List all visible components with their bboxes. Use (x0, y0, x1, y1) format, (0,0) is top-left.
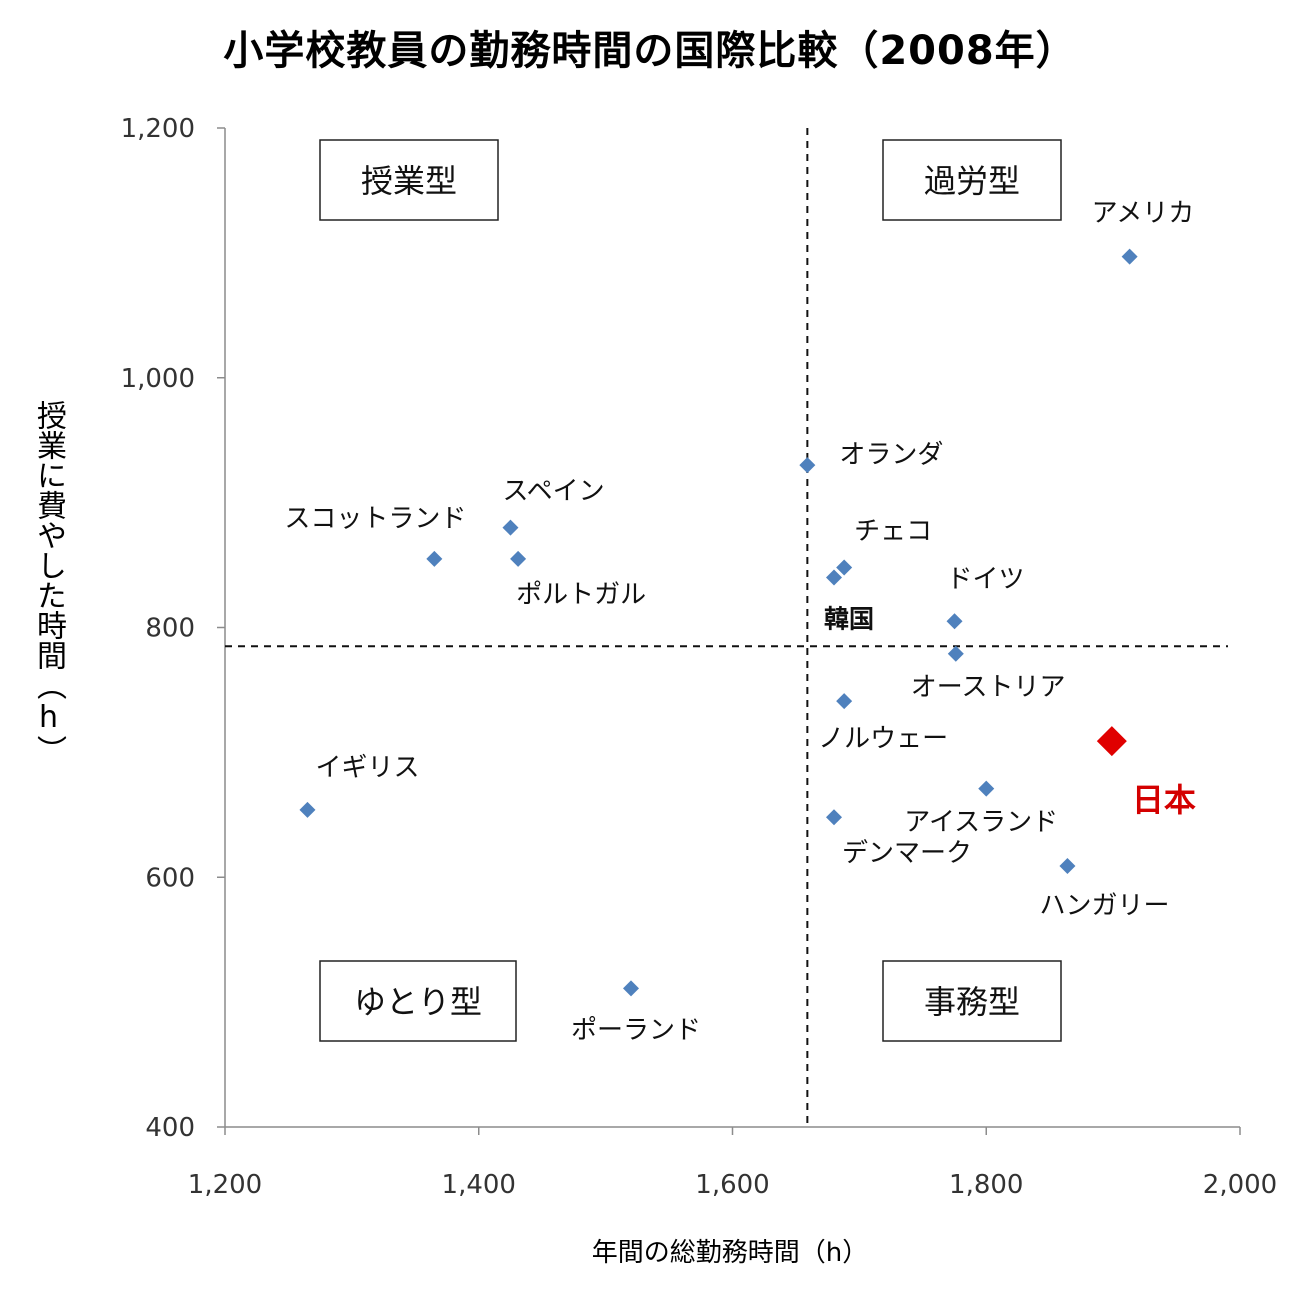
point-label: イギリス (315, 753, 419, 783)
quadrant-text: 過労型 (924, 162, 1020, 200)
data-point (299, 801, 316, 818)
data-point (1096, 726, 1127, 757)
data-point (826, 809, 842, 826)
data-points (299, 248, 1138, 997)
point-label: スコットランド (284, 504, 466, 534)
y-tick-label: 800 (145, 614, 195, 644)
quadrant-text: 事務型 (924, 983, 1020, 1021)
data-point (947, 645, 964, 662)
point-label: ハンガリー (1039, 891, 1169, 921)
data-point (978, 780, 995, 797)
y-tick-label: 1,000 (121, 364, 195, 394)
point-label: チェコ (854, 517, 932, 547)
data-point (836, 693, 853, 710)
point-label: アイスランド (904, 808, 1058, 838)
y-axis-title: 授業に費やした時間（h） (31, 400, 66, 765)
point-label: スペイン (502, 477, 604, 507)
reference-lines (225, 128, 1228, 1127)
data-point (510, 550, 527, 567)
point-label: オランダ (839, 440, 943, 470)
axes: 400 600 800 1,000 1,200 1,200 1,400 1,600 1,800 2… (121, 114, 1278, 1200)
x-tick-label: 2,000 (1203, 1170, 1277, 1200)
data-point (623, 980, 639, 997)
data-point (1121, 248, 1138, 265)
quadrant-text: 授業型 (361, 162, 457, 200)
data-point (1059, 858, 1076, 875)
quadrant-box (882, 139, 1062, 221)
y-tick-label: 1,200 (121, 114, 195, 144)
point-label: 日本 (1132, 781, 1196, 819)
y-tick-label: 400 (145, 1113, 195, 1143)
data-point (426, 550, 443, 567)
x-tick-label: 1,400 (442, 1170, 516, 1200)
data-point (502, 519, 519, 536)
x-tick-label: 1,200 (188, 1170, 262, 1200)
quadrant-text: ゆとり型 (354, 983, 482, 1021)
point-label: ポーランド (571, 1015, 701, 1045)
quadrant-label-top-right: 過労型 (882, 139, 1062, 221)
y-tick-label: 600 (145, 863, 195, 893)
point-label: オーストリア (911, 673, 1066, 703)
quadrant-box (319, 139, 499, 221)
point-label: 韓国 (824, 605, 874, 634)
point-label: ポルトガル (516, 580, 646, 610)
point-label: ドイツ (947, 564, 1025, 594)
data-point (826, 569, 842, 586)
point-label: デンマーク (842, 838, 972, 868)
point-label: アメリカ (1092, 199, 1195, 229)
chart-title: 小学校教員の勤務時間の国際比較（2008年） (223, 28, 1077, 74)
quadrant-label-top-left: 授業型 (319, 139, 499, 221)
quadrant-label-bottom-right: 事務型 (882, 960, 1062, 1042)
x-axis-title: 年間の総勤務時間（h） (591, 1238, 869, 1268)
quadrant-box (882, 960, 1062, 1042)
quadrant-label-bottom-left: ゆとり型 (319, 960, 517, 1042)
data-point (836, 559, 853, 576)
data-point (946, 613, 963, 630)
point-label: ノルウェー (818, 724, 948, 754)
x-tick-label: 1,800 (949, 1170, 1023, 1200)
x-tick-label: 1,600 (695, 1170, 769, 1200)
quadrant-box (319, 960, 517, 1042)
data-point (799, 457, 816, 474)
